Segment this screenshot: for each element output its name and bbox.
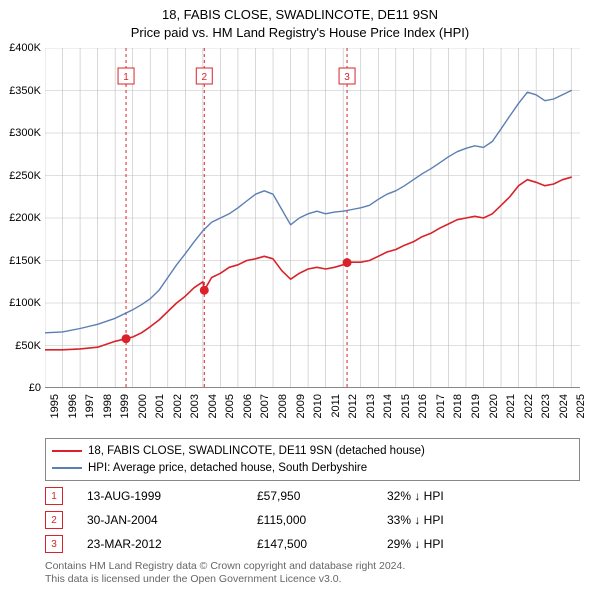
x-tick-label: 2019 (470, 394, 482, 418)
transaction-price: £57,950 (257, 489, 387, 503)
transaction-date: 30-JAN-2004 (87, 513, 257, 527)
x-tick-label: 2010 (312, 394, 324, 418)
y-tick-label: £300K (9, 127, 41, 139)
x-tick-label: 2005 (224, 394, 236, 418)
y-tick-label: £400K (9, 42, 41, 54)
x-tick-label: 2021 (505, 394, 517, 418)
x-tick-label: 2020 (488, 394, 500, 418)
x-tick-label: 2001 (154, 394, 166, 418)
legend: 18, FABIS CLOSE, SWADLINCOTE, DE11 9SN (… (45, 438, 580, 481)
x-tick-label: 2009 (295, 394, 307, 418)
chart-title: 18, FABIS CLOSE, SWADLINCOTE, DE11 9SN P… (0, 0, 600, 41)
y-tick-label: £350K (9, 85, 41, 97)
transaction-marker: 2 (45, 511, 63, 529)
x-tick-label: 2007 (259, 394, 271, 418)
x-tick-label: 2002 (172, 394, 184, 418)
legend-label: 18, FABIS CLOSE, SWADLINCOTE, DE11 9SN (… (88, 443, 425, 460)
title-line-1: 18, FABIS CLOSE, SWADLINCOTE, DE11 9SN (0, 6, 600, 24)
footnote-line-2: This data is licensed under the Open Gov… (45, 573, 580, 586)
transaction-price: £147,500 (257, 537, 387, 551)
y-axis: £0£50K£100K£150K£200K£250K£300K£350K£400… (0, 48, 45, 388)
x-tick-label: 2011 (330, 394, 342, 418)
transaction-marker: 3 (45, 535, 63, 553)
transaction-diff: 33% ↓ HPI (387, 513, 517, 527)
legend-item: HPI: Average price, detached house, Sout… (52, 460, 573, 477)
legend-swatch (52, 467, 82, 469)
transactions-table: 1 13-AUG-1999£57,95032% ↓ HPI 2 30-JAN-2004… (45, 484, 580, 556)
footnote-line-1: Contains HM Land Registry data © Crown c… (45, 560, 580, 573)
y-tick-label: £250K (9, 170, 41, 182)
transaction-date: 23-MAR-2012 (87, 537, 257, 551)
transaction-diff: 32% ↓ HPI (387, 489, 517, 503)
x-tick-label: 2014 (382, 394, 394, 418)
x-tick-label: 2018 (452, 394, 464, 418)
transaction-row: 1 13-AUG-1999£57,95032% ↓ HPI (45, 484, 580, 508)
x-tick-label: 2000 (137, 394, 149, 418)
transaction-date: 13-AUG-1999 (87, 489, 257, 503)
footnote: Contains HM Land Registry data © Crown c… (45, 560, 580, 586)
transaction-row: 2 30-JAN-2004£115,00033% ↓ HPI (45, 508, 580, 532)
y-tick-label: £100K (9, 297, 41, 309)
x-tick-label: 1999 (119, 394, 131, 418)
y-tick-label: £0 (29, 382, 41, 394)
svg-text:2: 2 (201, 72, 207, 83)
transaction-marker: 1 (45, 487, 63, 505)
x-tick-label: 1998 (102, 394, 114, 418)
transaction-row: 3 23-MAR-2012£147,50029% ↓ HPI (45, 532, 580, 556)
legend-item: 18, FABIS CLOSE, SWADLINCOTE, DE11 9SN (… (52, 443, 573, 460)
x-tick-label: 2015 (400, 394, 412, 418)
chart-plot-area: 1 2 3 (45, 48, 580, 388)
x-tick-label: 2024 (558, 394, 570, 418)
x-tick-label: 2004 (207, 394, 219, 418)
y-tick-label: £150K (9, 255, 41, 267)
title-line-2: Price paid vs. HM Land Registry's House … (0, 24, 600, 42)
y-tick-label: £200K (9, 212, 41, 224)
x-tick-label: 1996 (67, 394, 79, 418)
x-tick-label: 2025 (575, 394, 587, 418)
x-axis: 1995 1996 1997 1998 1999 2000 2001 2002 2003 2004… (45, 392, 580, 438)
x-tick-label: 2012 (347, 394, 359, 418)
x-tick-label: 1995 (49, 394, 61, 418)
x-tick-label: 2016 (417, 394, 429, 418)
transaction-price: £115,000 (257, 513, 387, 527)
x-tick-label: 1997 (84, 394, 96, 418)
x-tick-label: 2023 (540, 394, 552, 418)
x-tick-label: 2013 (365, 394, 377, 418)
legend-swatch (52, 450, 82, 452)
y-tick-label: £50K (15, 340, 41, 352)
svg-text:3: 3 (344, 72, 350, 83)
transaction-diff: 29% ↓ HPI (387, 537, 517, 551)
x-tick-label: 2003 (189, 394, 201, 418)
x-tick-label: 2006 (242, 394, 254, 418)
svg-text:1: 1 (123, 72, 129, 83)
x-tick-label: 2022 (523, 394, 535, 418)
chart-svg: 1 2 3 (45, 48, 580, 388)
x-tick-label: 2017 (435, 394, 447, 418)
x-tick-label: 2008 (277, 394, 289, 418)
legend-label: HPI: Average price, detached house, Sout… (88, 460, 367, 477)
